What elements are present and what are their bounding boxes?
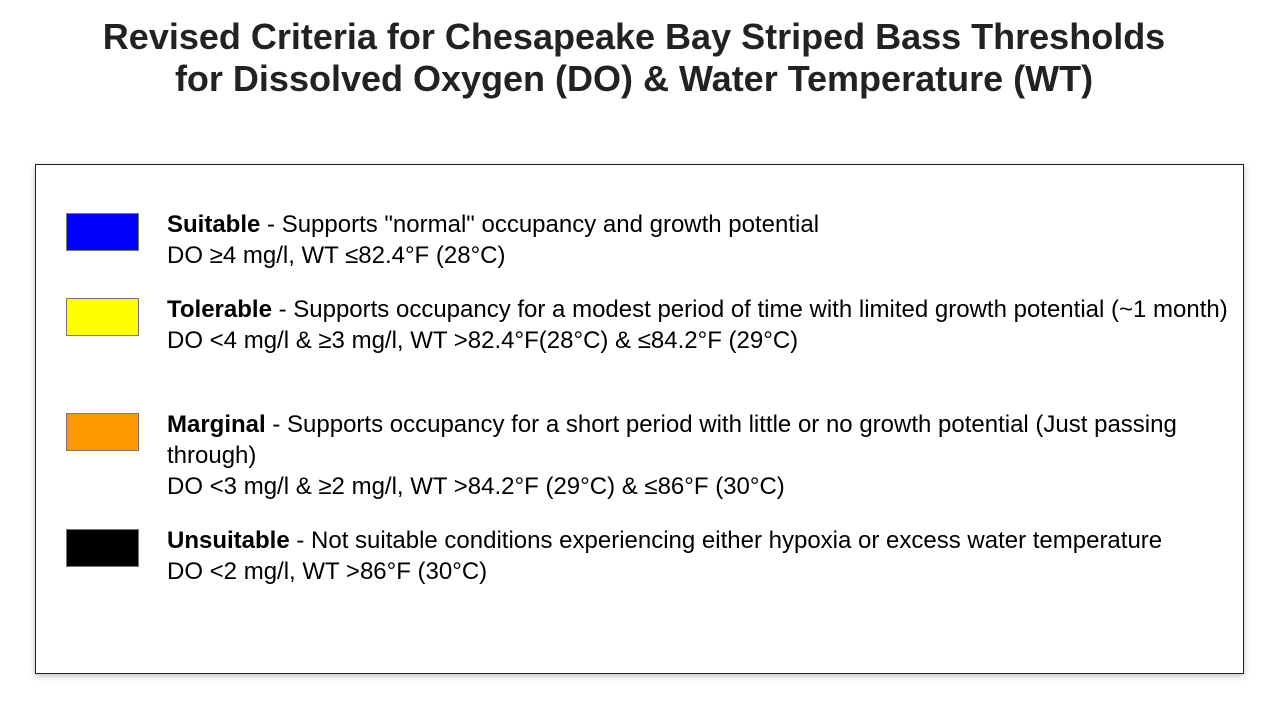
- title-line-2: for Dissolved Oxygen (DO) & Water Temper…: [174, 58, 1094, 99]
- legend-item-description: Unsuitable - Not suitable conditions exp…: [167, 525, 1237, 556]
- page-title: Revised Criteria for Chesapeake Bay Stri…: [0, 16, 1268, 100]
- marginal-color-swatch: [66, 413, 139, 451]
- legend-item-description: Marginal - Supports occupancy for a shor…: [167, 409, 1237, 471]
- legend-item-label: Marginal: [167, 411, 266, 438]
- title-line-1: Revised Criteria for Chesapeake Bay Stri…: [102, 16, 1166, 57]
- legend-item-description-text: - Supports occupancy for a modest period…: [271, 296, 1228, 323]
- legend-item-label: Unsuitable: [167, 527, 290, 554]
- legend-box: Suitable - Supports "normal" occupancy a…: [35, 164, 1244, 674]
- tolerable-color-swatch: [66, 298, 139, 336]
- legend-item-criteria: DO <4 mg/l & ≥3 mg/l, WT >82.4°F(28°C) &…: [167, 327, 799, 354]
- legend-item-description-text: - Not suitable conditions experiencing e…: [289, 527, 1163, 554]
- legend-item-label: Tolerable: [167, 296, 272, 323]
- unsuitable-color-swatch: [66, 529, 139, 567]
- legend-item-criteria: DO <2 mg/l, WT >86°F (30°C): [167, 558, 488, 585]
- legend-item-description: Tolerable - Supports occupancy for a mod…: [167, 294, 1237, 325]
- legend-item-label: Suitable: [167, 211, 261, 238]
- suitable-color-swatch: [66, 213, 139, 251]
- legend-item-description-text: - Supports "normal" occupancy and growth…: [260, 211, 820, 238]
- legend-item-description-text: - Supports occupancy for a short period …: [167, 411, 1177, 469]
- legend-item-criteria: DO ≥4 mg/l, WT ≤82.4°F (28°C): [167, 242, 506, 269]
- legend-item-criteria: DO <3 mg/l & ≥2 mg/l, WT >84.2°F (29°C) …: [167, 473, 785, 500]
- legend-item-description: Suitable - Supports "normal" occupancy a…: [167, 209, 1237, 240]
